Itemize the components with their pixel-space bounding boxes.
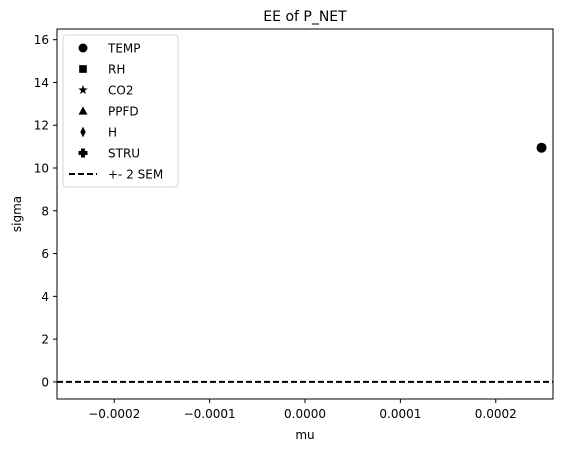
y-axis-label: sigma: [10, 196, 24, 232]
legend-label: +- 2 SEM: [108, 168, 163, 182]
x-axis-label: mu: [295, 428, 314, 442]
y-tick-label: 16: [34, 33, 49, 47]
x-tick-label: 0.0002: [475, 407, 517, 421]
y-tick-label: 10: [34, 162, 49, 176]
x-tick-label: 0.0001: [379, 407, 421, 421]
legend-swatch-temp: [78, 43, 88, 53]
y-tick-label: 2: [41, 333, 49, 347]
chart-title: EE of P_NET: [263, 9, 347, 25]
y-tick-label: 0: [41, 375, 49, 389]
plot-area: [57, 142, 553, 383]
y-tick-label: 6: [41, 247, 49, 261]
legend-label: CO2: [108, 84, 133, 98]
legend-swatch-ppfd: [78, 106, 88, 115]
x-tick-label: −0.0001: [184, 407, 236, 421]
y-tick-label: 8: [41, 204, 49, 218]
legend-swatch-stru: [78, 148, 88, 158]
y-tick-label: 4: [41, 290, 49, 304]
legend-swatch-rh: [79, 65, 87, 73]
legend-swatch-h: [80, 126, 86, 138]
y-axis: 0 2 4 6 8 10 12 14 16: [34, 33, 57, 389]
y-tick-label: 12: [34, 119, 49, 133]
legend-label: PPFD: [108, 105, 139, 119]
x-axis: −0.0002 −0.0001 0.0000 0.0001 0.0002: [88, 399, 517, 421]
y-tick-label: 14: [34, 76, 49, 90]
legend-label: TEMP: [107, 42, 141, 56]
legend-label: STRU: [108, 147, 140, 161]
x-tick-label: 0.0000: [284, 407, 326, 421]
legend-label: H: [108, 126, 117, 140]
legend-label: RH: [108, 63, 125, 77]
x-tick-label: −0.0002: [88, 407, 140, 421]
legend-frame: [62, 34, 179, 188]
legend: TEMP RH CO2 PPFD H STRU +- 2 SEM: [62, 34, 179, 188]
data-point-temp: [536, 142, 547, 153]
legend-swatch-co2: [78, 85, 88, 94]
